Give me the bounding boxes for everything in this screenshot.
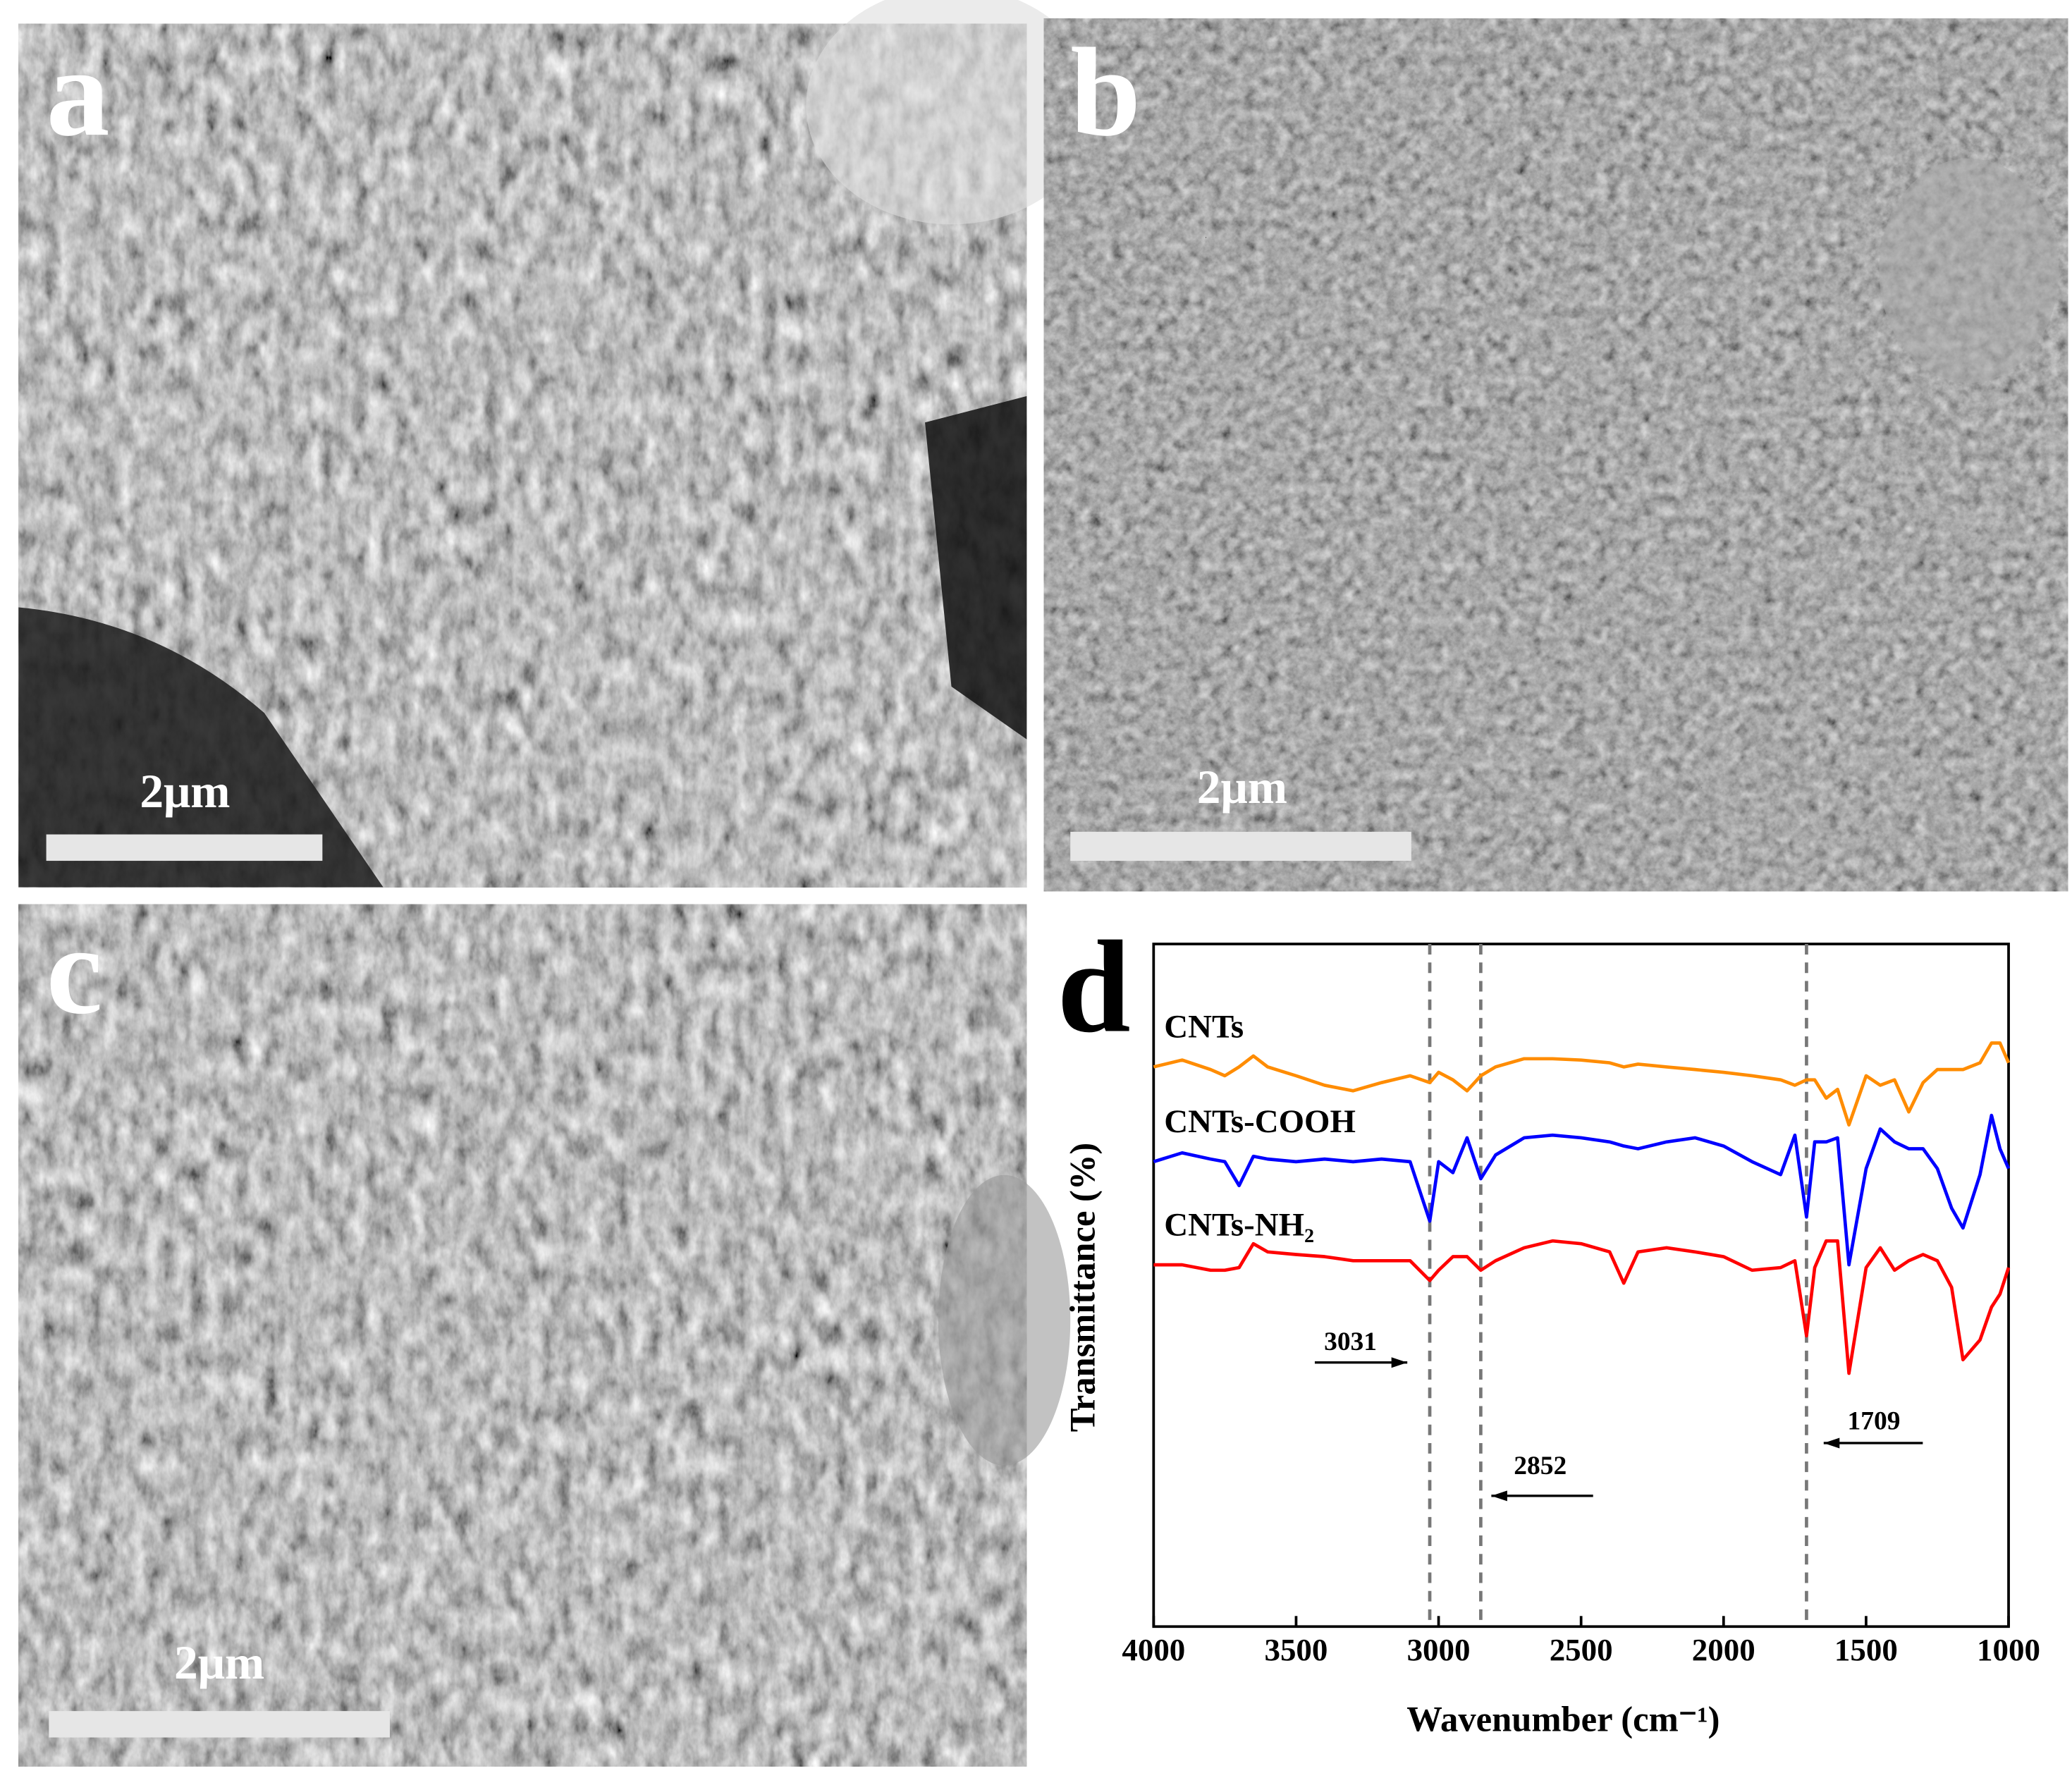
sem-image-a: [18, 0, 1097, 888]
panel-label: b: [1070, 22, 1141, 162]
x-tick-label: 2500: [1550, 1632, 1613, 1667]
x-tick-label: 1500: [1834, 1632, 1898, 1667]
annotation-label: 1709: [1848, 1406, 1901, 1435]
annotation-label: 2852: [1514, 1452, 1567, 1480]
x-tick-label: 3500: [1264, 1632, 1328, 1667]
sem-image-b: [1043, 18, 2068, 892]
y-axis-label: Transmittance (%): [1062, 1143, 1102, 1432]
series-label: CNTs-COOH: [1164, 1103, 1356, 1140]
x-tick-label: 3000: [1407, 1632, 1471, 1667]
panel-label: d: [1057, 914, 1130, 1060]
scale-bar-label: 2μm: [140, 765, 230, 818]
x-tick-label: 4000: [1122, 1632, 1185, 1667]
scale-bar-label: 2μm: [174, 1636, 264, 1689]
plot-frame: [1152, 943, 2010, 1628]
x-tick-label: 1000: [1977, 1632, 2040, 1667]
x-axis-label: Wavenumber (cm⁻¹): [1406, 1700, 1719, 1739]
series-line: [1153, 1239, 2011, 1375]
annotation-label: 3031: [1324, 1327, 1377, 1356]
panel-label: c: [47, 900, 103, 1041]
annotation-arrowhead: [1391, 1357, 1408, 1368]
x-tick-label: 2000: [1692, 1632, 1755, 1667]
series-label: CNTs: [1164, 1009, 1244, 1045]
panel-label: a: [47, 22, 110, 162]
annotation-arrowhead: [1823, 1437, 1840, 1449]
series-label: CNTs-NH₂: [1164, 1206, 1314, 1243]
sem-image-c: [18, 904, 1071, 1767]
series-line: [1153, 1113, 2011, 1267]
annotation-arrowhead: [1491, 1490, 1507, 1502]
scale-bar-label: 2μm: [1197, 761, 1287, 814]
series-line: [1153, 1041, 2011, 1127]
